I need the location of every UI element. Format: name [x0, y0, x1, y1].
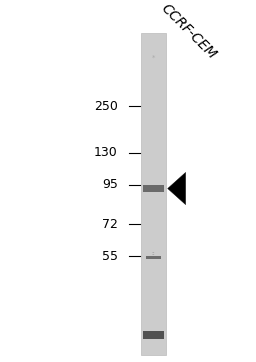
Text: 55: 55 [102, 250, 118, 263]
Text: *: * [152, 55, 155, 61]
FancyBboxPatch shape [143, 185, 164, 192]
FancyBboxPatch shape [143, 331, 164, 339]
Text: CCRF-CEM: CCRF-CEM [159, 1, 219, 62]
Text: 130: 130 [94, 146, 118, 159]
FancyBboxPatch shape [146, 257, 161, 258]
Text: ::: :: [152, 252, 155, 257]
Text: 95: 95 [102, 178, 118, 191]
Text: 250: 250 [94, 100, 118, 113]
Polygon shape [168, 172, 186, 205]
FancyBboxPatch shape [141, 33, 166, 355]
Text: 72: 72 [102, 218, 118, 231]
